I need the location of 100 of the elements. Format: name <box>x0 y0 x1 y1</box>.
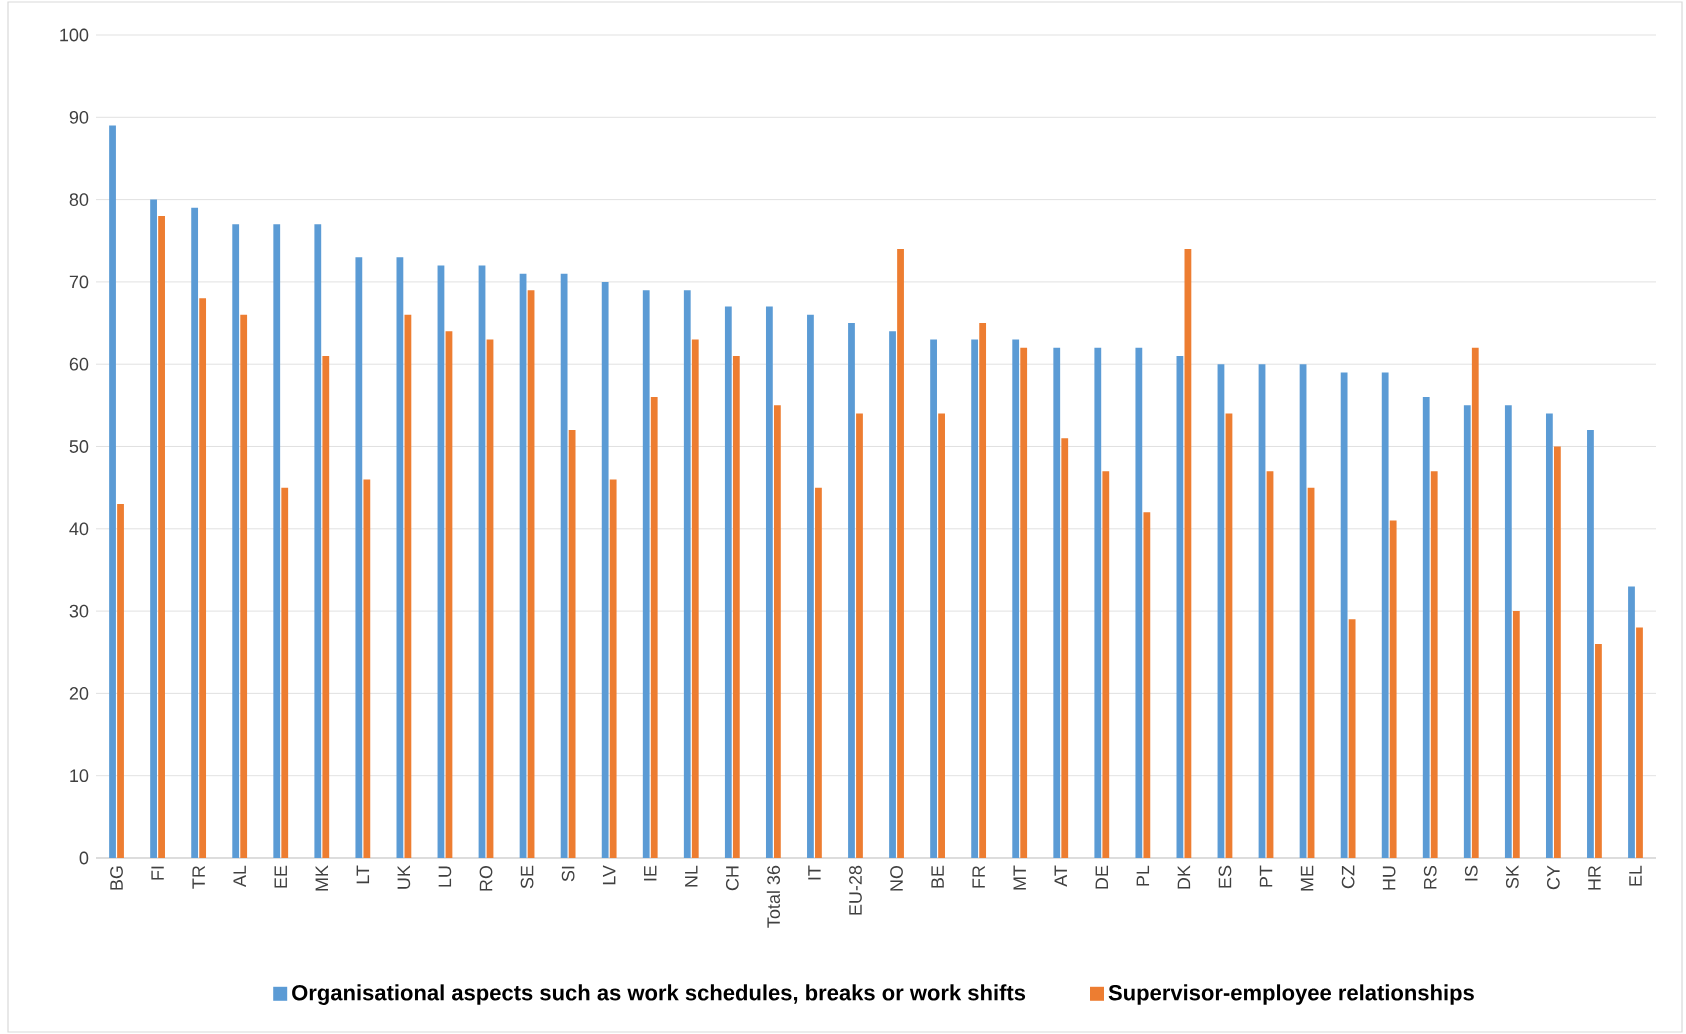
bar <box>971 339 979 858</box>
bar <box>815 487 822 858</box>
bar <box>404 314 412 858</box>
x-tick-label: IT <box>808 865 821 880</box>
x-tick-label: CH <box>725 866 739 891</box>
x-tick-label: PT <box>1259 865 1273 887</box>
bar <box>240 314 248 858</box>
x-tick-label: PL <box>1136 865 1150 886</box>
x-tick-label: MK <box>315 865 328 891</box>
x-tick-label: EU-28 <box>849 865 862 915</box>
x-tick-label: EE <box>274 865 287 888</box>
bar <box>1595 644 1602 858</box>
x-tick-label: HR <box>1588 865 1601 890</box>
bar <box>609 479 617 858</box>
bar <box>1430 471 1438 858</box>
y-tick-label: 80 <box>69 193 89 206</box>
bar <box>363 479 371 858</box>
y-tick-label: 50 <box>69 440 89 453</box>
bar <box>1061 438 1069 858</box>
x-tick-label: NL <box>685 865 698 887</box>
bar <box>322 355 330 858</box>
bar <box>1020 347 1028 858</box>
bar <box>1381 372 1389 858</box>
y-tick-label: 100 <box>60 28 89 42</box>
bar <box>1135 347 1143 858</box>
y-tick-label: 40 <box>69 522 89 536</box>
x-tick-label: Total 36 <box>766 865 780 928</box>
bar <box>1504 405 1512 858</box>
bar <box>979 323 987 858</box>
bar <box>773 405 781 858</box>
x-tick-label: AT <box>1054 865 1067 887</box>
x-tick-label: RS <box>1423 865 1437 889</box>
x-tick-label: SE <box>520 865 534 889</box>
y-tick-label: 60 <box>69 357 89 371</box>
bar <box>732 355 740 858</box>
y-tick-label: 10 <box>70 769 89 783</box>
bar <box>1628 586 1635 858</box>
x-tick-label: CY <box>1547 865 1560 890</box>
bar <box>396 257 404 858</box>
bar <box>1545 413 1553 858</box>
x-tick-label: LT <box>356 865 370 884</box>
bar <box>683 290 691 858</box>
bar <box>281 487 289 858</box>
x-tick-label: IS <box>1464 865 1478 881</box>
bar <box>355 257 363 858</box>
bar <box>109 125 116 858</box>
x-tick-label: LU <box>438 866 452 887</box>
bar <box>856 413 863 858</box>
bar <box>1636 627 1643 858</box>
bar <box>1587 430 1594 858</box>
bar <box>601 281 609 858</box>
bar <box>1422 397 1430 858</box>
bar <box>158 216 165 858</box>
bar <box>1340 372 1348 858</box>
x-tick-label: MT <box>1013 865 1026 890</box>
x-tick-label: FR <box>972 865 985 888</box>
x-tick-label: EL <box>1629 865 1642 886</box>
bar <box>150 199 157 858</box>
bar <box>1389 520 1397 858</box>
x-tick-label: HU <box>1382 866 1396 890</box>
x-tick-label: RO <box>479 865 493 891</box>
x-tick-label: UK <box>397 865 411 889</box>
x-tick-label: DE <box>1095 865 1108 889</box>
x-tick-label: AL <box>233 865 246 888</box>
bar <box>691 339 699 858</box>
legend-label: Supervisor-employee relationships <box>1108 984 1474 1005</box>
bar <box>117 504 124 858</box>
x-tick-label: SI <box>561 866 575 882</box>
x-tick-label: LV <box>602 865 616 885</box>
y-tick-label: 0 <box>79 851 89 865</box>
bar <box>1053 347 1061 858</box>
bar <box>642 290 650 858</box>
bar <box>938 413 945 858</box>
y-tick-label: 30 <box>69 604 89 618</box>
bar <box>1512 611 1520 858</box>
bar <box>191 207 199 858</box>
x-tick-label: TR <box>192 865 205 889</box>
bar <box>199 298 207 858</box>
bar <box>897 248 904 858</box>
bar <box>314 224 322 858</box>
x-tick-label: IE <box>644 865 657 881</box>
bar <box>1102 471 1110 858</box>
legend-label: Organisational aspects such as work schedules, breaks or work shifts <box>292 984 1026 1005</box>
x-tick-label: FI <box>151 866 164 880</box>
bar <box>1553 446 1561 858</box>
x-tick-label: ME <box>1300 865 1314 891</box>
bar <box>765 306 773 858</box>
bar <box>848 323 855 858</box>
x-tick-label: SK <box>1505 865 1519 889</box>
bar <box>232 224 240 858</box>
bar <box>807 314 814 858</box>
bar <box>1471 347 1479 858</box>
x-tick-label: DK <box>1177 865 1191 889</box>
bar <box>273 224 281 858</box>
bar <box>568 430 576 858</box>
y-tick-label: 70 <box>69 275 89 289</box>
bar <box>930 339 937 858</box>
x-tick-label: CZ <box>1341 865 1355 889</box>
bar <box>650 397 658 858</box>
bar <box>1094 347 1102 858</box>
